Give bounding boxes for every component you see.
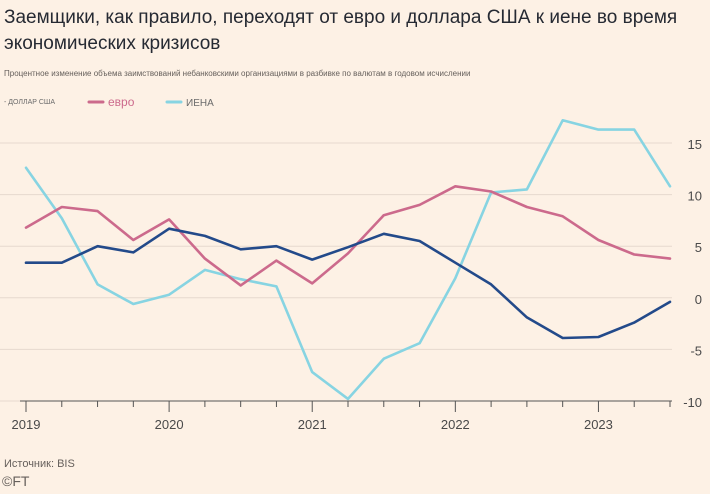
series-line-0 [24, 227, 672, 340]
chart-title: Заемщики, как правило, переходят от евро… [4, 7, 678, 54]
y-tick-label: 10 [688, 189, 702, 204]
y-tick-label: -10 [683, 395, 702, 410]
y-tick-label: -5 [690, 343, 702, 358]
x-tick-label: 2021 [298, 417, 327, 432]
source-note: Источник: BIS [4, 458, 75, 470]
x-tick-label: 2019 [12, 417, 41, 432]
y-tick-label: 15 [688, 137, 702, 152]
series-line-1 [24, 185, 672, 287]
series-line-2 [24, 119, 672, 401]
y-tick-label: 0 [695, 292, 702, 307]
x-tick-label: 2022 [441, 417, 470, 432]
legend-label: ИЕНА [186, 98, 214, 109]
chart-subtitle: Процентное изменение объема заимствовани… [4, 69, 471, 78]
x-tick-label: 2023 [584, 417, 613, 432]
legend-label: евро [108, 95, 135, 109]
legend-label: - ДОЛЛАР США [4, 99, 55, 106]
y-tick-label: 5 [695, 240, 702, 255]
ft-logo: ©FT [2, 473, 30, 489]
x-tick-label: 2020 [155, 417, 184, 432]
